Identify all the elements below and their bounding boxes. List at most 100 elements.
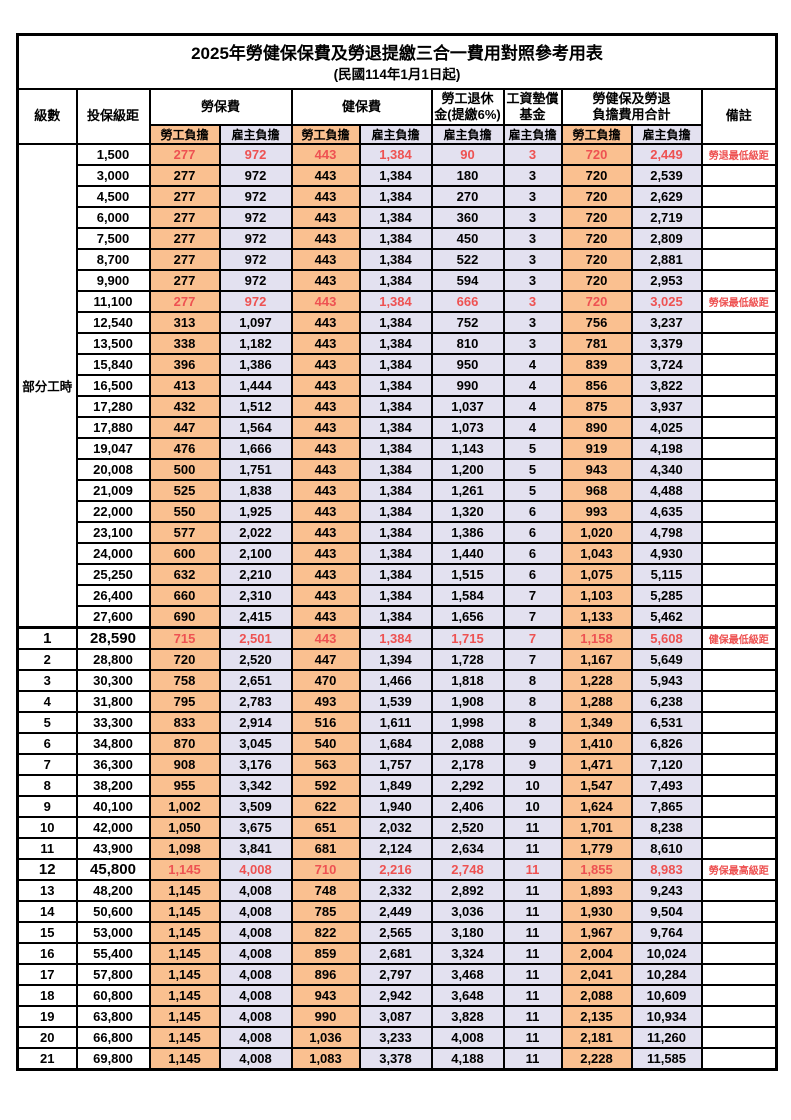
cell-insured-bracket: 27,600 [75,605,151,629]
cell-labor-employer: 4,008 [218,921,293,944]
cell-labor-employer: 2,914 [218,711,293,734]
cell-wage-fund-employer: 4 [502,353,563,376]
col-header-labor-insurance: 勞保費 [148,88,293,126]
cell-note [700,1026,778,1049]
cell-labor-employee: 632 [148,563,221,586]
cell-wage-fund-employer: 5 [502,437,563,460]
cell-health-employee: 443 [290,542,361,565]
cell-total-employer: 2,449 [630,143,703,166]
cell-labor-employer: 2,501 [218,626,293,650]
cell-note: 勞保最低級距 [700,290,778,313]
cell-wage-fund-employer: 11 [502,1005,563,1028]
cell-total-employer: 3,237 [630,311,703,334]
cell-total-employee: 856 [560,374,633,397]
cell-labor-employee: 1,145 [148,858,221,881]
cell-note [700,879,778,902]
cell-total-employee: 2,088 [560,984,633,1007]
cell-health-employer: 1,849 [358,774,433,797]
col-header-note: 備註 [700,88,778,145]
cell-total-employee: 720 [560,164,633,187]
cell-labor-employer: 2,415 [218,605,293,629]
cell-health-employer: 1,384 [358,248,433,271]
page-title: 2025年勞健保保費及勞退提繳三合一費用對照參考用表 [191,43,603,63]
cell-level: 16 [16,942,78,965]
cell-health-employer: 1,384 [358,458,433,481]
cell-health-employer: 1,384 [358,500,433,523]
cell-note: 勞退最低級距 [700,143,778,166]
table-row: 26,400 660 2,310 443 1,384 1,584 7 1,103 5,285 [18,584,778,607]
cell-note [700,753,778,776]
cell-health-employee: 443 [290,626,361,650]
cell-labor-employee: 795 [148,690,221,713]
cell-health-employer: 1,384 [358,332,433,355]
col-header-level: 級數 [16,88,78,145]
table-row: 16 55,400 1,145 4,008 859 2,681 3,324 11 2,004 10… [16,942,778,965]
cell-insured-bracket: 30,300 [75,669,151,692]
table-row: 20 66,800 1,145 4,008 1,036 3,233 4,008 11 2,181… [16,1026,778,1049]
cell-insured-bracket: 23,100 [75,521,151,544]
col-header-wage-fund-line1: 工資墊償 [506,90,559,106]
cell-total-employee: 919 [560,437,633,460]
table-row: 8 38,200 955 3,342 592 1,849 2,292 10 1,547 7,493 [16,774,778,797]
cell-labor-employer: 1,925 [218,500,293,523]
cell-health-employee: 943 [290,984,361,1007]
cell-health-employee: 443 [290,584,361,607]
table-row: 21 69,800 1,145 4,008 1,083 3,378 4,188 11 2,228… [16,1047,778,1071]
table-row: 19,047 476 1,666 443 1,384 1,143 5 919 4,198 [18,437,778,460]
cell-total-employee: 1,043 [560,542,633,565]
cell-total-employer: 2,629 [630,185,703,208]
cell-wage-fund-employer: 7 [502,626,563,650]
cell-health-employer: 1,394 [358,648,433,671]
cell-health-employee: 470 [290,669,361,692]
cell-pension-employer: 3,180 [430,921,505,944]
cell-insured-bracket: 4,500 [75,185,151,208]
cell-level: 19 [16,1005,78,1028]
cell-wage-fund-employer: 11 [502,837,563,860]
cell-health-employee: 592 [290,774,361,797]
page-subtitle: (民國114年1月1日起) [333,67,461,83]
table-row: 17,280 432 1,512 443 1,384 1,037 4 875 3,937 [18,395,778,418]
cell-health-employee: 443 [290,353,361,376]
cell-insured-bracket: 42,000 [75,816,151,839]
cell-total-employer: 9,764 [630,921,703,944]
cell-note [700,984,778,1007]
cell-health-employee: 443 [290,164,361,187]
cell-health-employee: 748 [290,879,361,902]
cell-pension-employer: 2,748 [430,858,505,881]
cell-total-employer: 5,115 [630,563,703,586]
cell-labor-employee: 870 [148,732,221,755]
cell-pension-employer: 1,584 [430,584,505,607]
cell-health-employer: 1,384 [358,143,433,166]
cell-pension-employer: 450 [430,227,505,250]
cell-health-employer: 1,384 [358,479,433,502]
cell-health-employer: 1,757 [358,753,433,776]
cell-health-employee: 493 [290,690,361,713]
cell-labor-employer: 2,022 [218,521,293,544]
table-row: 12 45,800 1,145 4,008 710 2,216 2,748 11 1,855 8,… [16,858,778,881]
cell-total-employee: 839 [560,353,633,376]
cell-wage-fund-employer: 8 [502,690,563,713]
cell-insured-bracket: 45,800 [75,858,151,881]
cell-wage-fund-employer: 5 [502,479,563,502]
cell-total-employer: 8,610 [630,837,703,860]
column-header-row-1: 級數 投保級距 勞保費 健保費 勞工退休 金(提繳6%) 工資墊償 基金 勞健保… [16,88,778,145]
cell-total-employer: 4,488 [630,479,703,502]
cell-pension-employer: 2,520 [430,816,505,839]
table-row: 13 48,200 1,145 4,008 748 2,332 2,892 11 1,893 9,… [16,879,778,902]
cell-level: 9 [16,795,78,818]
cell-labor-employer: 2,651 [218,669,293,692]
cell-wage-fund-employer: 4 [502,395,563,418]
cell-labor-employer: 972 [218,290,293,313]
cell-total-employer: 6,531 [630,711,703,734]
cell-note [700,521,778,544]
cell-pension-employer: 1,073 [430,416,505,439]
cell-note [700,837,778,860]
cell-labor-employer: 972 [218,143,293,166]
subheader-total-employee: 勞工負擔 [560,124,633,145]
cell-note [700,1047,778,1071]
cell-total-employee: 1,410 [560,732,633,755]
cell-insured-bracket: 8,700 [75,248,151,271]
cell-total-employer: 3,724 [630,353,703,376]
cell-labor-employee: 277 [148,164,221,187]
cell-labor-employer: 4,008 [218,1005,293,1028]
